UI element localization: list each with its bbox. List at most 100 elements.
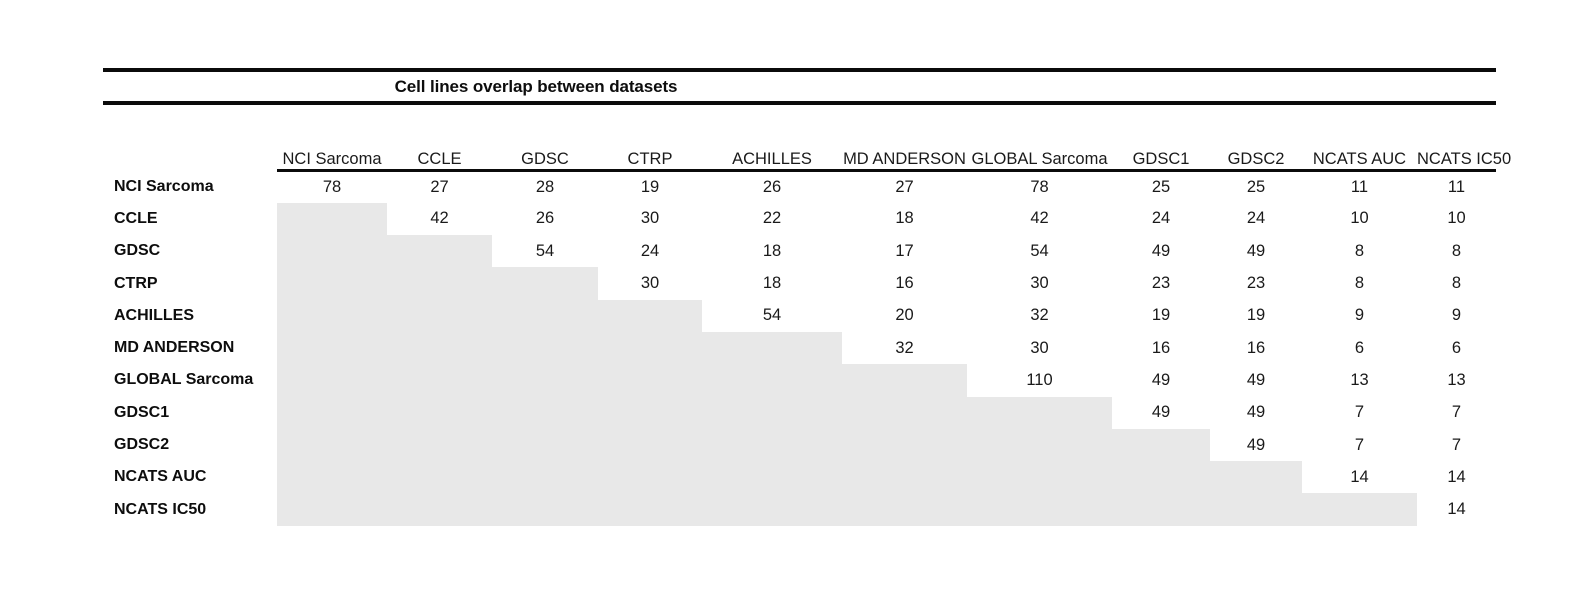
table-row: GDSC1 49 49 7 7	[103, 396, 1496, 429]
matrix-cell: 54	[535, 241, 555, 260]
matrix-cell: 16	[1151, 338, 1171, 357]
matrix-cell: 24	[1151, 209, 1171, 228]
matrix-cell	[387, 364, 492, 397]
matrix-cell	[277, 428, 387, 462]
matrix-cell: 78	[322, 177, 342, 196]
matrix-cell: 10	[1350, 209, 1369, 228]
matrix-cell	[492, 461, 598, 494]
matrix-cell	[492, 493, 598, 526]
matrix-cell: 49	[1151, 403, 1171, 422]
matrix-cell	[1210, 493, 1302, 526]
matrix-cell: 19	[1151, 306, 1171, 325]
matrix-cell	[598, 493, 702, 526]
matrix-cell	[387, 235, 492, 268]
matrix-cell	[277, 299, 387, 332]
matrix-cell: 49	[1246, 370, 1266, 389]
matrix-cell	[702, 428, 842, 462]
row-label: NCATS AUC	[114, 468, 207, 486]
table-row: NCATS AUC 14 14	[103, 461, 1496, 494]
matrix-cell	[387, 493, 492, 526]
matrix-cell: 28	[535, 177, 555, 196]
matrix-cell	[967, 396, 1112, 429]
matrix-cell	[967, 493, 1112, 526]
matrix-cell	[842, 493, 967, 526]
column-header: CCLE	[387, 127, 492, 172]
matrix-cell	[1112, 493, 1210, 526]
matrix-cell: 18	[762, 274, 782, 293]
matrix-cell: 13	[1350, 370, 1369, 389]
matrix-cell	[702, 364, 842, 397]
matrix-cell: 17	[895, 241, 914, 260]
matrix-cell: 49	[1246, 435, 1266, 454]
matrix-cell: 25	[1151, 177, 1171, 196]
matrix-cell	[387, 428, 492, 462]
matrix-cell	[492, 396, 598, 429]
matrix-cell: 27	[895, 177, 914, 196]
matrix-cell: 18	[895, 209, 914, 228]
column-header: GLOBAL Sarcoma	[967, 127, 1112, 172]
matrix-cell: 8	[1451, 274, 1462, 293]
matrix-cell: 11	[1350, 177, 1369, 196]
row-label: NCI Sarcoma	[114, 177, 214, 195]
matrix-cell	[702, 461, 842, 494]
matrix-cell	[277, 331, 387, 365]
matrix-cell: 11	[1447, 177, 1466, 196]
matrix-cell: 24	[1246, 209, 1266, 228]
matrix-cell	[277, 493, 387, 526]
matrix-cell: 27	[430, 177, 449, 196]
matrix-cell	[702, 396, 842, 429]
matrix-cell	[277, 202, 387, 236]
matrix-cell: 26	[762, 177, 782, 196]
matrix-cell: 22	[762, 209, 782, 228]
matrix-cell: 32	[1030, 306, 1049, 325]
matrix-cell: 8	[1354, 274, 1365, 293]
table-title: Cell lines overlap between datasets	[394, 77, 678, 96]
matrix-cell	[1112, 428, 1210, 462]
matrix-cell: 54	[762, 306, 782, 325]
matrix-cell: 14	[1447, 467, 1466, 486]
matrix-cell: 30	[640, 274, 660, 293]
matrix-cell: 16	[895, 274, 914, 293]
matrix-header: NCI Sarcoma CCLE GDSC CTRP ACHILLES MD ANDERS…	[103, 127, 1511, 172]
title-rule-bottom	[103, 101, 1496, 105]
matrix-cell	[967, 461, 1112, 494]
column-header: GDSC	[492, 127, 598, 172]
column-header: CTRP	[598, 127, 702, 172]
matrix-cell: 78	[1030, 177, 1049, 196]
column-header: NCATS AUC	[1302, 127, 1417, 172]
matrix-cell	[598, 396, 702, 429]
matrix-cell	[492, 331, 598, 365]
matrix-cell: 7	[1451, 403, 1462, 422]
matrix-body: NCI Sarcoma 78 27 28 19 26 27 78 25 25 11 11 CCLE 42 2…	[103, 171, 1496, 526]
matrix-cell: 8	[1451, 241, 1462, 260]
matrix-cell	[277, 235, 387, 268]
matrix-cell	[598, 331, 702, 365]
matrix-cell	[842, 396, 967, 429]
row-label: GDSC	[114, 242, 161, 260]
matrix-cell: 49	[1151, 370, 1171, 389]
matrix-cell	[492, 428, 598, 462]
row-label: GDSC2	[114, 436, 170, 454]
matrix-cell	[492, 267, 598, 300]
matrix-cell	[967, 428, 1112, 462]
row-label: CCLE	[114, 209, 158, 227]
matrix-cell	[387, 331, 492, 365]
matrix-cell: 7	[1354, 403, 1365, 422]
matrix-cell	[842, 428, 967, 462]
matrix-cell	[387, 267, 492, 300]
matrix-cell: 13	[1447, 370, 1466, 389]
matrix-cell: 6	[1451, 338, 1462, 357]
table-row: NCATS IC50 14	[103, 493, 1496, 526]
matrix-cell	[277, 364, 387, 397]
matrix-cell	[598, 428, 702, 462]
column-header: MD ANDERSON	[842, 127, 967, 172]
matrix-cell	[387, 461, 492, 494]
matrix-cell: 24	[640, 241, 660, 260]
column-header: GDSC1	[1112, 127, 1210, 172]
matrix-cell: 30	[640, 209, 660, 228]
matrix-cell: 8	[1354, 241, 1365, 260]
matrix-cell: 42	[1030, 209, 1049, 228]
matrix-cell: 23	[1246, 274, 1266, 293]
matrix-cell: 16	[1246, 338, 1266, 357]
matrix-cell: 9	[1354, 306, 1365, 325]
